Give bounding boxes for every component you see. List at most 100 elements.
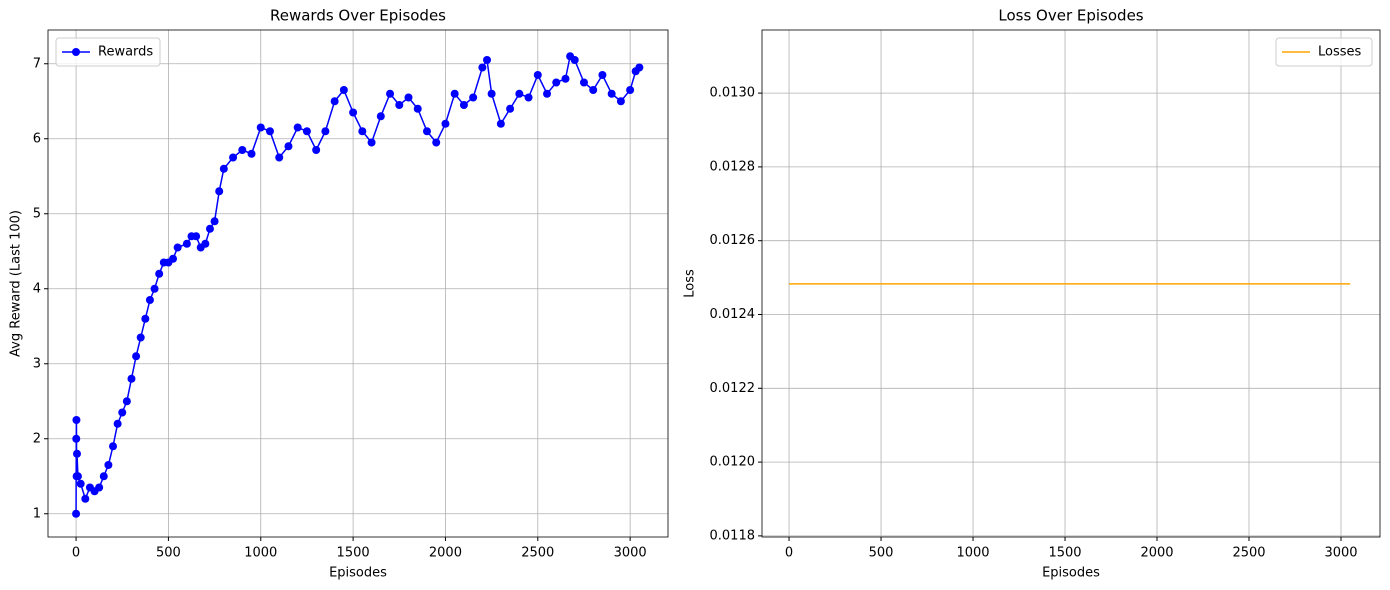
y-tick-label: 4 [33, 281, 41, 296]
data-point [478, 63, 487, 72]
x-axis-label: Episodes [1042, 566, 1100, 581]
data-point [150, 284, 159, 293]
data-point [210, 217, 219, 226]
data-point [155, 269, 164, 278]
plot-area [72, 52, 644, 518]
y-tick-label: 0.0128 [710, 159, 756, 174]
data-point [293, 123, 302, 132]
data-point [247, 149, 256, 158]
y-tick-label: 6 [33, 131, 41, 146]
data-point [109, 442, 118, 451]
data-point [386, 89, 395, 98]
data-point [132, 352, 141, 361]
data-point [395, 101, 404, 109]
x-tick-label: 3000 [1324, 546, 1357, 561]
data-point [141, 314, 150, 323]
data-point [635, 63, 644, 72]
data-point [422, 127, 431, 136]
data-point [441, 119, 450, 128]
y-tick-label: 1 [33, 506, 41, 521]
x-tick-label: 0 [785, 546, 793, 561]
data-point [524, 93, 533, 102]
data-point [72, 416, 81, 424]
data-point [570, 56, 579, 64]
data-point [626, 86, 635, 94]
legend-box [55, 37, 161, 67]
data-point [238, 146, 247, 154]
data-point [552, 78, 561, 87]
y-tick-label: 2 [33, 431, 41, 446]
data-point [404, 93, 413, 102]
data-point [173, 243, 182, 252]
y-tick-label: 0.0122 [710, 381, 756, 396]
data-point [73, 472, 82, 481]
data-point [483, 56, 492, 64]
data-point [450, 89, 459, 98]
data-point [205, 224, 214, 233]
data-point [81, 494, 90, 503]
data-point [459, 101, 468, 109]
data-point [413, 104, 422, 113]
data-point [321, 127, 330, 136]
x-tick-label: 0 [72, 546, 80, 561]
data-point [182, 239, 191, 248]
x-tick-label: 2000 [429, 546, 462, 561]
x-axis-label: Episodes [329, 566, 387, 581]
x-tick-label: 1500 [337, 546, 370, 561]
data-point [330, 97, 339, 106]
data-point [589, 86, 598, 94]
data-point [275, 153, 284, 162]
data-point [543, 89, 552, 98]
data-point [219, 164, 228, 173]
x-tick-label: 1500 [1048, 546, 1081, 561]
legend-box [1275, 37, 1373, 67]
x-tick-label: 2000 [1140, 546, 1173, 561]
data-point [127, 374, 136, 383]
data-point [122, 397, 131, 406]
data-point [118, 408, 127, 417]
y-axis-label: Avg Reward (Last 100) [9, 210, 24, 357]
data-point [506, 104, 515, 113]
data-point [72, 449, 81, 458]
data-point [256, 123, 265, 132]
axes: 0 500 1000 1500 2000 2500 3000 1 2 3 4 5 6 7 Rewards O… [9, 7, 669, 581]
data-point [616, 97, 625, 106]
data-point [496, 119, 505, 128]
data-point [72, 509, 81, 518]
data-point [598, 71, 607, 79]
data-point [349, 108, 358, 117]
chart-title: Rewards Over Episodes [270, 7, 446, 25]
y-tick-label: 0.0126 [710, 233, 756, 248]
data-point [201, 239, 210, 248]
data-point [376, 112, 385, 121]
data-point [136, 333, 145, 342]
data-point [104, 461, 113, 469]
data-point [432, 138, 441, 147]
axes-frame [761, 29, 1381, 538]
x-tick-label: 1000 [956, 546, 989, 561]
data-point [284, 142, 293, 151]
data-point [339, 86, 348, 94]
data-point [95, 483, 104, 492]
x-tick-label: 2500 [521, 546, 554, 561]
y-tick-label: 0.0124 [710, 307, 756, 322]
data-point [229, 153, 238, 162]
data-point [358, 127, 367, 136]
y-tick-label: 5 [33, 206, 41, 221]
data-point [192, 232, 201, 241]
x-tick-label: 3000 [614, 546, 647, 561]
data-point [265, 127, 274, 136]
data-line [75, 54, 640, 514]
legend: Losses [1275, 37, 1373, 67]
chart-title: Loss Over Episodes [998, 7, 1143, 25]
y-tick-label: 7 [33, 56, 41, 71]
data-point [579, 78, 588, 87]
data-point [367, 138, 376, 147]
data-point [169, 254, 178, 263]
legend-marker [72, 48, 80, 56]
x-tick-label: 2500 [1232, 546, 1265, 561]
data-point [215, 187, 224, 196]
data-point [515, 89, 524, 98]
